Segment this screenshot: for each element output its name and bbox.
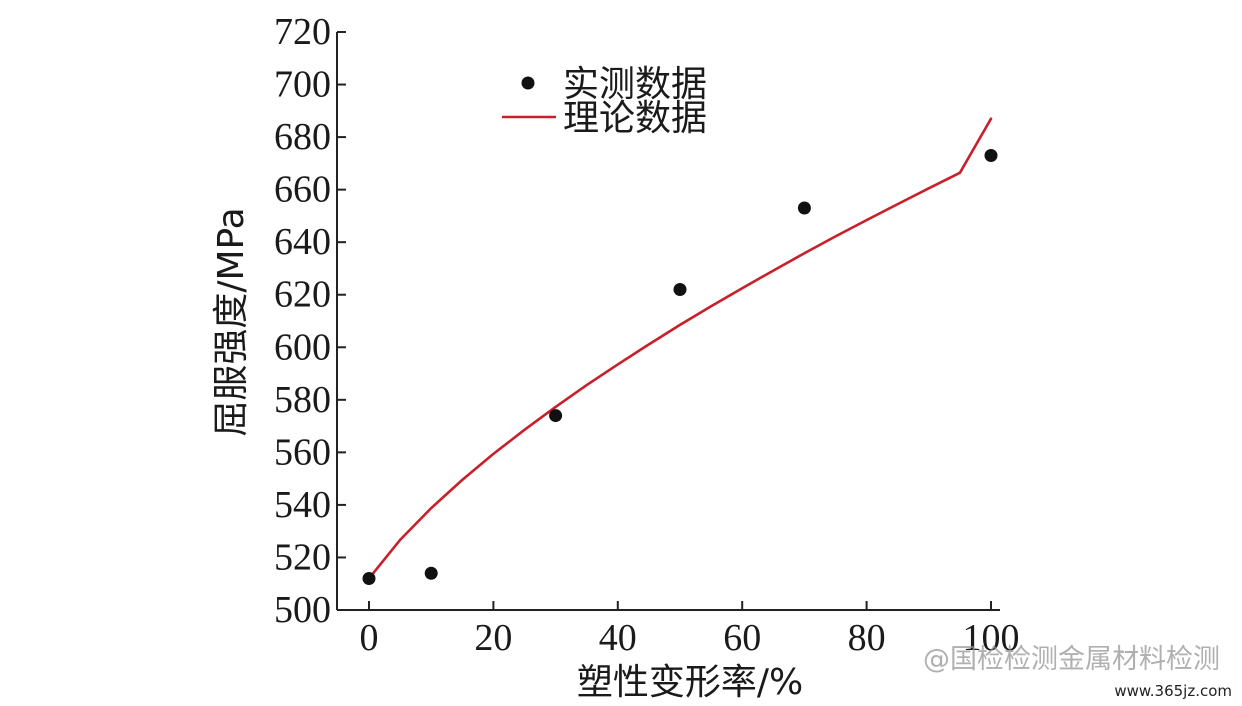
data-point — [424, 566, 438, 580]
y-ticks: 500 520 540 560 580 600 620 640 660 680 700 720 — [274, 11, 346, 631]
x-tick-label: 60 — [723, 617, 761, 659]
y-tick-label: 720 — [274, 11, 331, 53]
y-tick-label: 700 — [274, 64, 331, 106]
x-tick-label: 0 — [360, 617, 379, 659]
legend-label-theory: 理论数据 — [563, 98, 707, 139]
watermark-url: www.365jz.com — [1114, 682, 1232, 700]
axes — [336, 32, 1000, 611]
y-tick-label: 680 — [274, 116, 331, 158]
y-tick-label: 620 — [274, 274, 331, 316]
x-axis-title: 塑性变形率/% — [577, 662, 803, 703]
data-point — [549, 409, 563, 423]
data-point — [673, 282, 687, 296]
watermark-text: @国检检测金属材料检测 — [923, 644, 1220, 675]
x-tick-label: 80 — [848, 617, 886, 659]
legend-label-measured: 实测数据 — [563, 64, 707, 105]
theory-curve — [367, 117, 993, 580]
x-tick-label: 100 — [963, 617, 1020, 659]
y-tick-label: 660 — [274, 169, 331, 211]
x-ticks: 0 20 40 60 80 100 — [360, 601, 1020, 659]
y-tick-label: 540 — [274, 484, 331, 526]
legend-marker-measured — [521, 76, 535, 90]
y-tick-label: 560 — [274, 431, 331, 473]
y-tick-label: 500 — [274, 589, 331, 631]
data-point — [362, 571, 376, 585]
y-tick-label: 640 — [274, 221, 331, 263]
data-point — [797, 201, 811, 215]
x-tick-label: 40 — [599, 617, 637, 659]
x-tick-label: 20 — [474, 617, 512, 659]
data-point — [984, 148, 998, 162]
series-layer — [362, 117, 998, 585]
y-axis-title: 屈服强度/MPa — [211, 207, 252, 436]
y-tick-label: 580 — [274, 379, 331, 421]
y-tick-label: 600 — [274, 326, 331, 368]
y-tick-label: 520 — [274, 536, 331, 578]
